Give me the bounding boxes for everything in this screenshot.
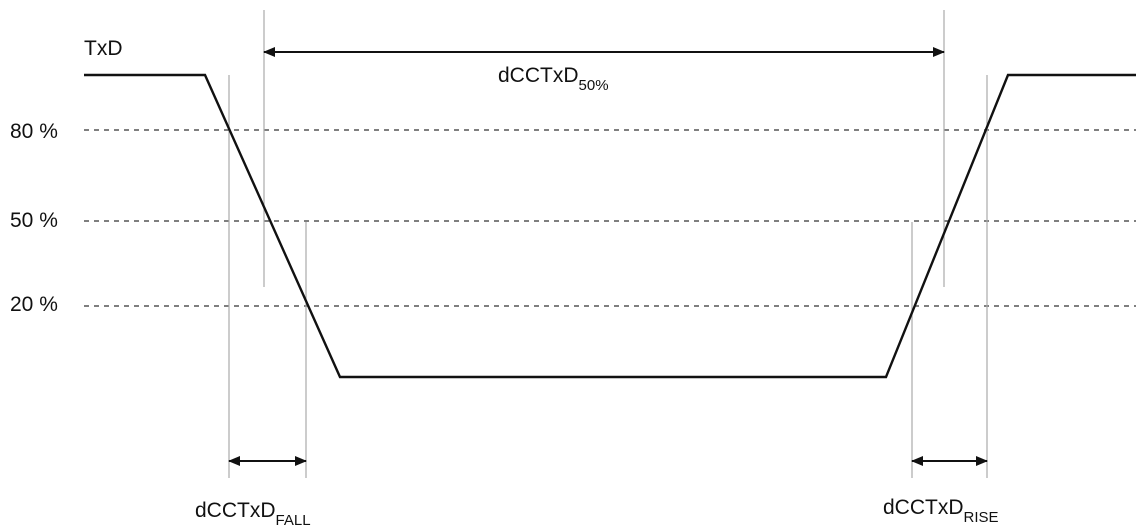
fall-label: dCCTxDFALL xyxy=(195,499,311,529)
level-label-80: 80 % xyxy=(10,120,58,143)
period-label: dCCTxD50% xyxy=(498,64,609,94)
level-label-50: 50 % xyxy=(10,209,58,232)
fall-label-subscript: FALL xyxy=(276,512,311,529)
signal-name-label: TxD xyxy=(84,37,123,60)
period-label-base: dCCTxD xyxy=(498,64,579,87)
txd-waveform xyxy=(84,73,1136,379)
period-label-subscript: 50% xyxy=(579,77,609,94)
rise-label-base: dCCTxD xyxy=(883,496,964,519)
level-label-20: 20 % xyxy=(10,293,58,316)
rise-label: dCCTxDRISE xyxy=(883,496,999,526)
rise-label-subscript: RISE xyxy=(964,509,999,526)
fall-label-base: dCCTxD xyxy=(195,499,276,522)
